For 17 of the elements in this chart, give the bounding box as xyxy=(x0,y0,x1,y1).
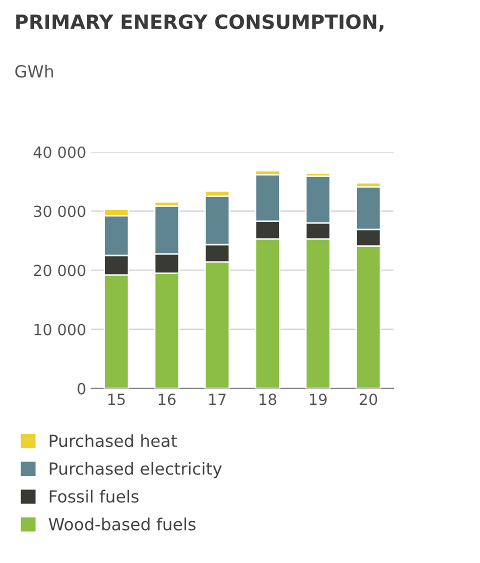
y-tick-label: 0 xyxy=(78,382,86,394)
y-tick-label: 20 000 xyxy=(34,264,86,276)
y-tick-label: 40 000 xyxy=(34,146,86,158)
x-tick-label: 15 xyxy=(108,394,125,406)
legend-label: Wood-based fuels xyxy=(48,518,196,530)
legend-label: Purchased electricity xyxy=(50,462,222,478)
x-tick-label: 19 xyxy=(310,394,327,406)
y-tick-label: 10 000 xyxy=(34,324,86,336)
x-tick-label: 17 xyxy=(209,394,226,405)
x-tick-label: 18 xyxy=(260,394,276,406)
chart-subtitle: GWh xyxy=(15,64,53,78)
x-tick-label: 16 xyxy=(158,394,176,406)
y-tick-label: 30 000 xyxy=(34,206,86,218)
legend-label: Purchased heat xyxy=(50,434,177,448)
legend-label: Fossil fuels xyxy=(50,490,138,503)
x-tick-label: 20 xyxy=(360,394,378,406)
chart-title: PRIMARY ENERGY CONSUMPTION, xyxy=(16,14,384,32)
